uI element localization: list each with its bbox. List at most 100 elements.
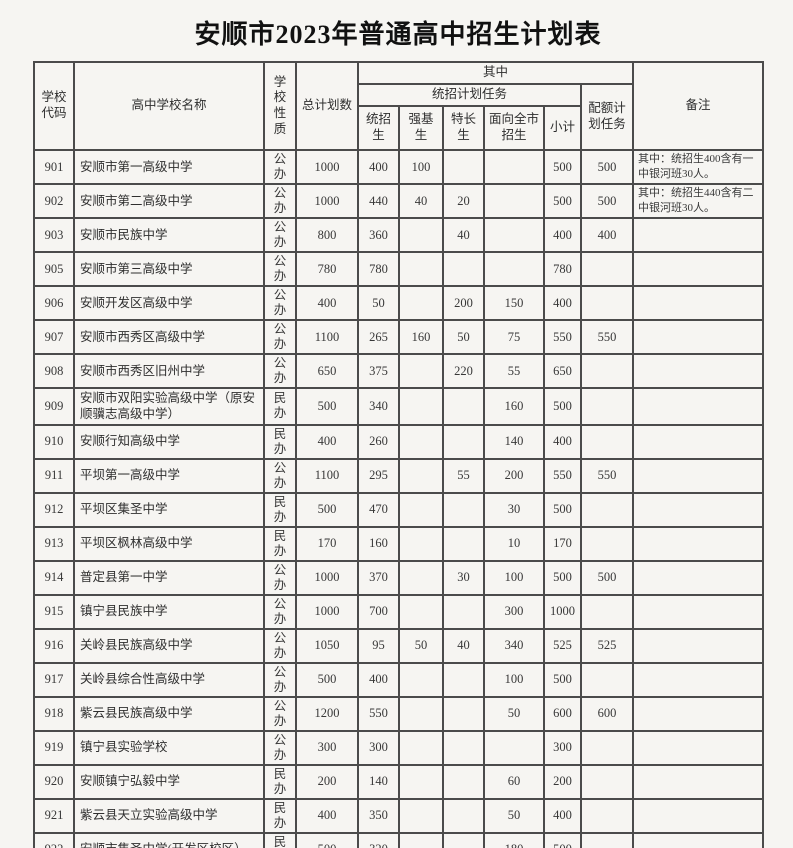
cell-subtotal: 170: [543, 525, 582, 562]
cell-school-name: 安顺市第二高级中学: [73, 183, 265, 219]
table-row: 910 安顺行知高级中学 民办 400 260 140 400: [33, 423, 765, 460]
cell-school-name: 普定县第一中学: [73, 559, 265, 596]
table-row: 913 平坝区枫林高级中学 民办 170 160 10 170: [33, 525, 765, 562]
cell-strong-foundation: 40: [398, 183, 444, 219]
cell-general-students: 400: [357, 149, 400, 185]
cell-school-code: 915: [33, 593, 75, 630]
cell-special-talent: 40: [442, 217, 485, 253]
cell-school-name: 镇宁县民族中学: [73, 593, 265, 630]
cell-remark: [632, 251, 765, 287]
cell-school-nature: 公办: [263, 729, 297, 766]
cell-general-students: 320: [357, 831, 400, 848]
cell-subtotal: 500: [543, 149, 582, 185]
header-school-name: 高中学校名称: [73, 61, 265, 151]
cell-quota-plan: 500: [579, 183, 635, 219]
header-row-3: 统招生 强基生 特长生 面向全市招生 小计: [34, 105, 763, 151]
cell-school-nature: 民办: [263, 387, 297, 426]
table-row: 903 安顺市民族中学 公办 800 360 40 400 400: [33, 217, 765, 253]
cell-special-talent: [442, 661, 485, 698]
cell-quota-plan: [579, 525, 635, 562]
cell-citywide-enrollment: 200: [483, 457, 545, 494]
cell-school-code: 902: [33, 183, 75, 219]
cell-school-code: 916: [33, 627, 75, 664]
cell-remark: [632, 661, 765, 698]
cell-strong-foundation: [398, 593, 444, 630]
cell-general-students: 375: [357, 353, 400, 389]
cell-strong-foundation: 50: [398, 627, 444, 664]
cell-total-plan: 500: [295, 387, 359, 426]
cell-strong-foundation: [398, 491, 444, 528]
cell-special-talent: [442, 491, 485, 528]
table-row: 901 安顺市第一高级中学 公办 1000 400 100 500 500 其中：统招生400含…: [33, 149, 765, 185]
cell-remark: [632, 831, 765, 848]
cell-general-students: 400: [357, 661, 400, 698]
cell-general-students: 300: [357, 729, 400, 766]
cell-school-name: 紫云县天立实验高级中学: [73, 797, 265, 834]
cell-total-plan: 1200: [295, 695, 359, 732]
cell-strong-foundation: [398, 285, 444, 321]
cell-school-code: 907: [33, 319, 75, 355]
table-row: 914 普定县第一中学 公办 1000 370 30 100 500 500: [33, 559, 765, 596]
cell-quota-plan: [579, 593, 635, 630]
header-row-2: 统招计划任务 配额计划任务: [34, 83, 763, 151]
table-row: 912 平坝区集圣中学 民办 500 470 30 500: [33, 491, 765, 528]
cell-school-name: 关岭县民族高级中学: [73, 627, 265, 664]
cell-total-plan: 1100: [295, 457, 359, 494]
cell-school-nature: 公办: [263, 285, 297, 321]
cell-school-nature: 公办: [263, 559, 297, 596]
cell-strong-foundation: [398, 763, 444, 800]
cell-general-students: 470: [357, 491, 400, 528]
cell-remark: [632, 353, 765, 389]
cell-subtotal: 1000: [543, 593, 582, 630]
header-total-plan: 总计划数: [295, 61, 359, 151]
cell-school-name: 紫云县民族高级中学: [73, 695, 265, 732]
cell-general-students: 550: [357, 695, 400, 732]
cell-school-nature: 公办: [263, 319, 297, 355]
cell-total-plan: 300: [295, 729, 359, 766]
cell-special-talent: 220: [442, 353, 485, 389]
table-header: 学校代码 高中学校名称 学校性质 总计划数 其中 备注 统招计划任务 配额计划任…: [33, 61, 765, 151]
cell-school-name: 平坝第一高级中学: [73, 457, 265, 494]
cell-school-code: 919: [33, 729, 75, 766]
cell-remark: [632, 285, 765, 321]
cell-total-plan: 800: [295, 217, 359, 253]
cell-citywide-enrollment: [483, 217, 545, 253]
header-remark: 备注: [632, 61, 765, 151]
header-strong-foundation: 强基生: [398, 105, 444, 151]
cell-subtotal: 500: [543, 491, 582, 528]
cell-quota-plan: [579, 285, 635, 321]
cell-school-code: 909: [33, 387, 75, 426]
cell-school-nature: 公办: [263, 217, 297, 253]
header-among-which: 其中: [356, 61, 635, 85]
cell-strong-foundation: [398, 797, 444, 834]
cell-school-code: 908: [33, 353, 75, 389]
page-title: 安顺市2023年普通高中招生计划表: [194, 20, 602, 49]
cell-quota-plan: [579, 831, 635, 848]
cell-remark: [632, 457, 765, 494]
cell-citywide-enrollment: [483, 729, 545, 766]
cell-special-talent: 20: [442, 183, 485, 219]
cell-school-name: 安顺市第一高级中学: [73, 149, 265, 185]
cell-citywide-enrollment: [483, 149, 545, 185]
cell-school-name: 镇宁县实验学校: [73, 729, 265, 766]
cell-school-nature: 公办: [263, 661, 297, 698]
cell-school-nature: 公办: [263, 593, 297, 630]
cell-remark: [632, 319, 765, 355]
cell-remark: [632, 525, 765, 562]
cell-special-talent: [442, 763, 485, 800]
cell-special-talent: [442, 149, 485, 185]
header-special-talent: 特长生: [442, 105, 485, 151]
cell-quota-plan: 600: [579, 695, 635, 732]
cell-special-talent: [442, 525, 485, 562]
cell-quota-plan: 500: [579, 149, 635, 185]
cell-total-plan: 170: [295, 525, 359, 562]
cell-remark: [632, 763, 765, 800]
cell-special-talent: [442, 593, 485, 630]
cell-quota-plan: [579, 387, 635, 426]
cell-total-plan: 400: [295, 797, 359, 834]
cell-school-nature: 公办: [263, 695, 297, 732]
cell-school-code: 914: [33, 559, 75, 596]
cell-special-talent: [442, 423, 485, 460]
cell-strong-foundation: [398, 559, 444, 596]
cell-school-name: 安顺市双阳实验高级中学（原安顺骥志高级中学）: [73, 387, 265, 426]
